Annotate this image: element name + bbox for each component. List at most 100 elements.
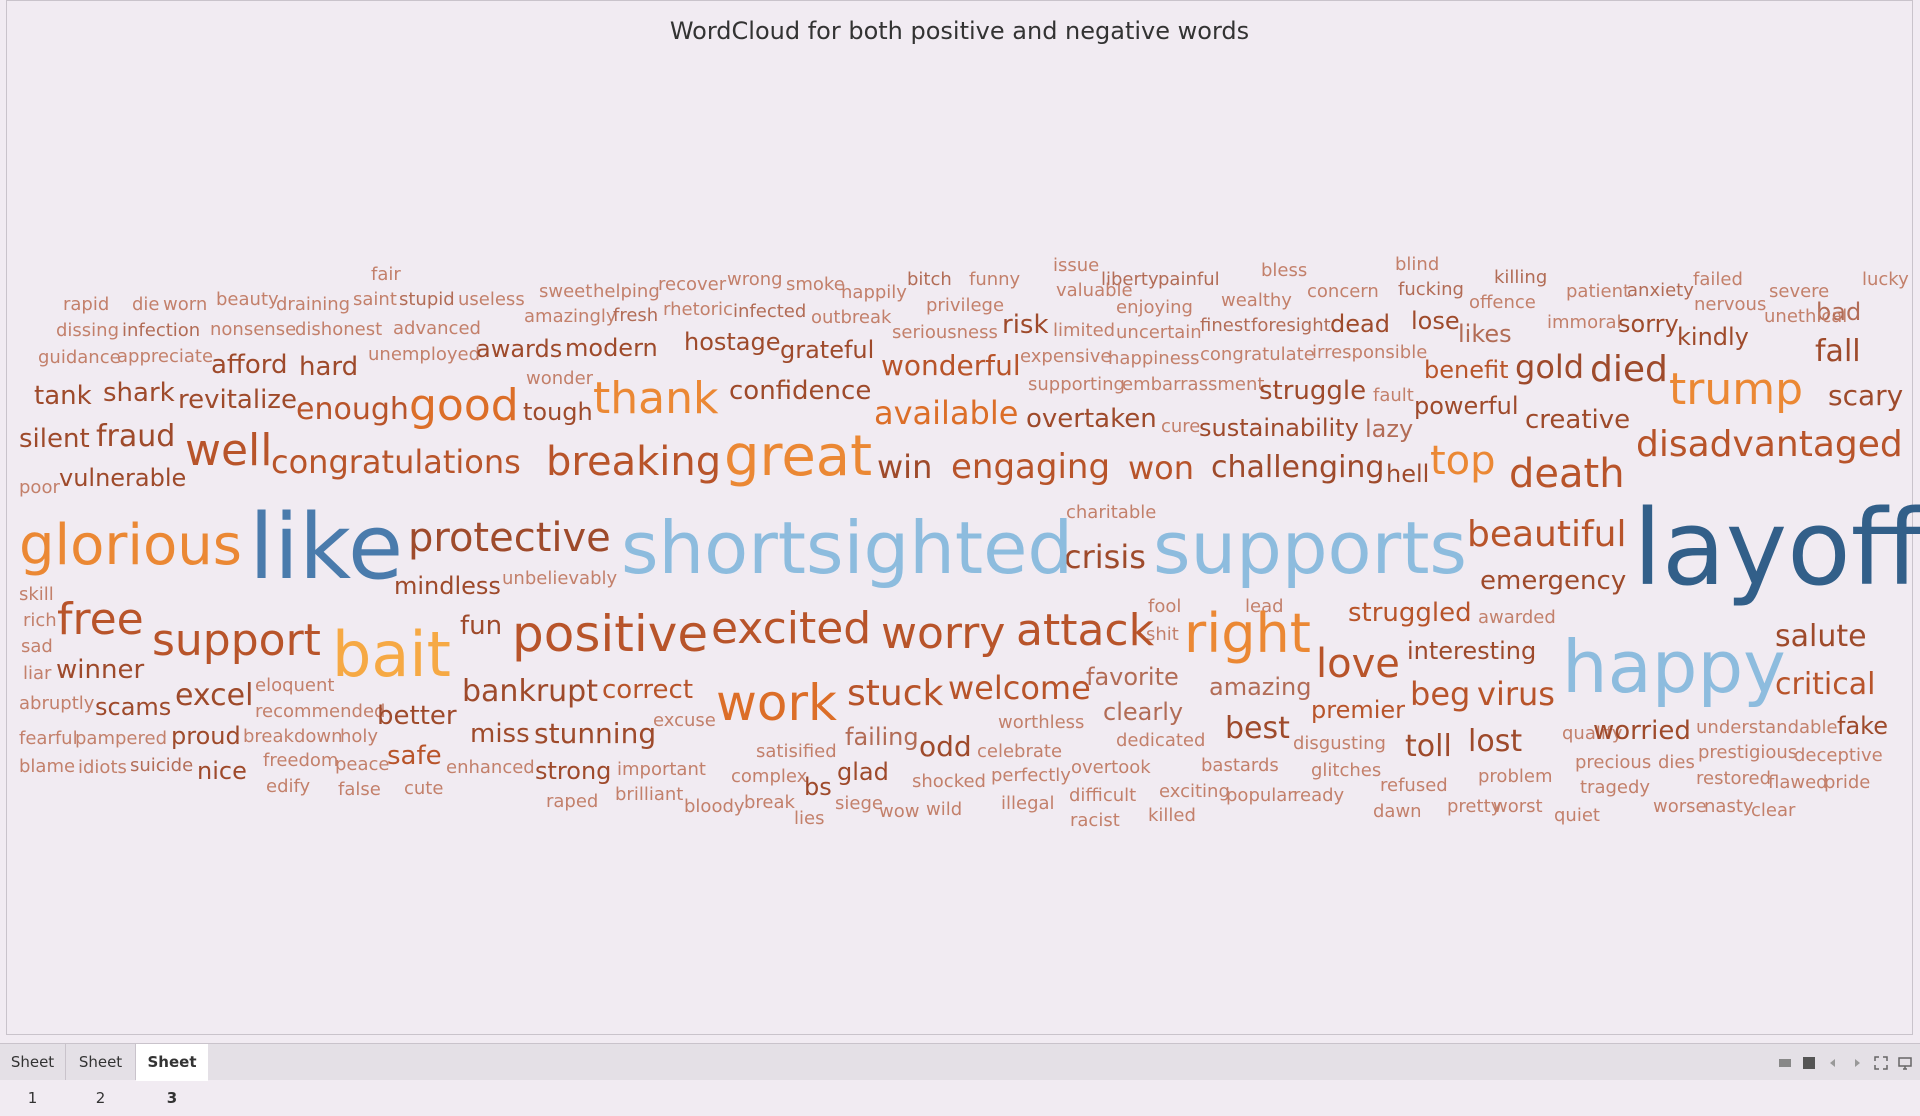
word-appreciate[interactable]: appreciate: [117, 346, 214, 367]
word-struggle[interactable]: struggle: [1259, 376, 1367, 406]
word-refused[interactable]: refused: [1380, 775, 1448, 796]
word-winner[interactable]: winner: [56, 655, 145, 685]
word-infected[interactable]: infected: [733, 301, 807, 322]
word-exciting[interactable]: exciting: [1159, 781, 1230, 802]
word-advanced[interactable]: advanced: [393, 318, 481, 339]
word-congratulations[interactable]: congratulations: [271, 443, 521, 481]
word-nonsense[interactable]: nonsense: [210, 319, 297, 340]
word-nervous[interactable]: nervous: [1694, 294, 1767, 315]
word-shocked[interactable]: shocked: [912, 771, 986, 792]
word-hostage[interactable]: hostage: [684, 328, 781, 356]
word-important[interactable]: important: [617, 759, 706, 780]
word-fall[interactable]: fall: [1815, 334, 1861, 369]
tab-sheet-2[interactable]: Sheet 2: [66, 1044, 136, 1107]
word-shit[interactable]: shit: [1146, 624, 1179, 645]
word-edify[interactable]: edify: [266, 776, 311, 797]
word-bs[interactable]: bs: [804, 773, 832, 801]
word-prestigious[interactable]: prestigious: [1698, 742, 1798, 763]
word-shark[interactable]: shark: [103, 378, 175, 408]
word-awards[interactable]: awards: [476, 335, 563, 363]
word-failed[interactable]: failed: [1693, 269, 1743, 290]
word-deceptive[interactable]: deceptive: [1794, 745, 1883, 766]
word-painful[interactable]: painful: [1158, 269, 1220, 290]
word-lucky[interactable]: lucky: [1862, 269, 1909, 290]
word-best[interactable]: best: [1225, 711, 1290, 746]
word-foresight[interactable]: foresight: [1251, 315, 1331, 336]
word-right[interactable]: right: [1184, 602, 1311, 665]
word-fault[interactable]: fault: [1373, 385, 1414, 406]
word-seriousness[interactable]: seriousness: [892, 322, 998, 343]
word-amazing[interactable]: amazing: [1209, 673, 1312, 701]
word-worst[interactable]: worst: [1493, 796, 1543, 817]
word-afford[interactable]: afford: [211, 350, 288, 380]
word-helping[interactable]: helping: [593, 281, 660, 302]
word-challenging[interactable]: challenging: [1211, 450, 1385, 485]
word-infection[interactable]: infection: [122, 320, 201, 341]
word-satisified[interactable]: satisified: [756, 741, 837, 762]
word-excuse[interactable]: excuse: [653, 710, 716, 731]
word-favorite[interactable]: favorite: [1086, 663, 1179, 691]
word-offence[interactable]: offence: [1469, 292, 1536, 313]
word-creative[interactable]: creative: [1525, 405, 1631, 435]
word-work[interactable]: work: [716, 674, 837, 732]
word-blame[interactable]: blame: [19, 756, 76, 777]
word-issue[interactable]: issue: [1053, 255, 1100, 276]
word-die[interactable]: die: [132, 294, 160, 315]
word-available[interactable]: available: [874, 394, 1019, 432]
word-glad[interactable]: glad: [837, 758, 889, 786]
word-well[interactable]: well: [185, 425, 273, 476]
word-wealthy[interactable]: wealthy: [1221, 290, 1292, 311]
word-raped[interactable]: raped: [546, 791, 599, 812]
word-nice[interactable]: nice: [197, 757, 247, 785]
word-popular[interactable]: popular: [1226, 785, 1295, 806]
word-perfectly[interactable]: perfectly: [991, 765, 1071, 786]
word-charitable[interactable]: charitable: [1066, 502, 1157, 523]
word-enjoying[interactable]: enjoying: [1116, 297, 1193, 318]
word-brilliant[interactable]: brilliant: [615, 784, 684, 805]
word-immoral[interactable]: immoral: [1547, 312, 1622, 333]
word-kindly[interactable]: kindly: [1677, 323, 1749, 351]
word-sad[interactable]: sad: [21, 636, 53, 657]
word-problem[interactable]: problem: [1478, 766, 1553, 787]
word-died[interactable]: died: [1590, 349, 1668, 390]
word-liar[interactable]: liar: [23, 663, 52, 684]
word-lies[interactable]: lies: [794, 808, 825, 829]
word-clear[interactable]: clear: [1751, 800, 1796, 821]
word-happiness[interactable]: happiness: [1108, 348, 1200, 369]
word-skill[interactable]: skill: [19, 584, 54, 605]
word-bless[interactable]: bless: [1261, 260, 1308, 281]
word-dead[interactable]: dead: [1330, 310, 1390, 338]
word-awarded[interactable]: awarded: [1478, 607, 1556, 628]
word-support[interactable]: support: [152, 615, 321, 666]
word-guidance[interactable]: guidance: [38, 347, 121, 368]
word-blind[interactable]: blind: [1395, 254, 1440, 275]
word-restored[interactable]: restored: [1696, 768, 1772, 789]
word-limited[interactable]: limited: [1053, 320, 1116, 341]
word-dawn[interactable]: dawn: [1373, 801, 1422, 822]
word-dissing[interactable]: dissing: [56, 320, 120, 341]
word-scams[interactable]: scams: [95, 693, 172, 721]
word-confidence[interactable]: confidence: [729, 376, 872, 406]
word-beautiful[interactable]: beautiful: [1467, 514, 1627, 555]
word-fucking[interactable]: fucking: [1398, 279, 1464, 300]
word-recommended[interactable]: recommended: [255, 701, 386, 722]
word-supports[interactable]: supports: [1153, 506, 1467, 590]
word-sustainability[interactable]: sustainability: [1199, 414, 1359, 442]
word-benefit[interactable]: benefit: [1424, 356, 1509, 384]
word-funny[interactable]: funny: [969, 269, 1021, 290]
word-finest[interactable]: finest: [1200, 315, 1251, 336]
word-worried[interactable]: worried: [1593, 716, 1691, 746]
word-dishonest[interactable]: dishonest: [295, 319, 383, 340]
word-rapid[interactable]: rapid: [63, 294, 110, 315]
word-wow[interactable]: wow: [879, 801, 920, 822]
word-fearful[interactable]: fearful: [19, 728, 78, 749]
word-gold[interactable]: gold: [1515, 348, 1585, 386]
word-glorious[interactable]: glorious: [19, 513, 242, 578]
word-lazy[interactable]: lazy: [1365, 415, 1414, 443]
word-safe[interactable]: safe: [387, 741, 442, 771]
word-silent[interactable]: silent: [19, 424, 90, 454]
word-congratulate[interactable]: congratulate: [1200, 344, 1315, 365]
word-cure[interactable]: cure: [1161, 416, 1201, 437]
word-scary[interactable]: scary: [1828, 379, 1904, 412]
word-stupid[interactable]: stupid: [399, 289, 455, 310]
